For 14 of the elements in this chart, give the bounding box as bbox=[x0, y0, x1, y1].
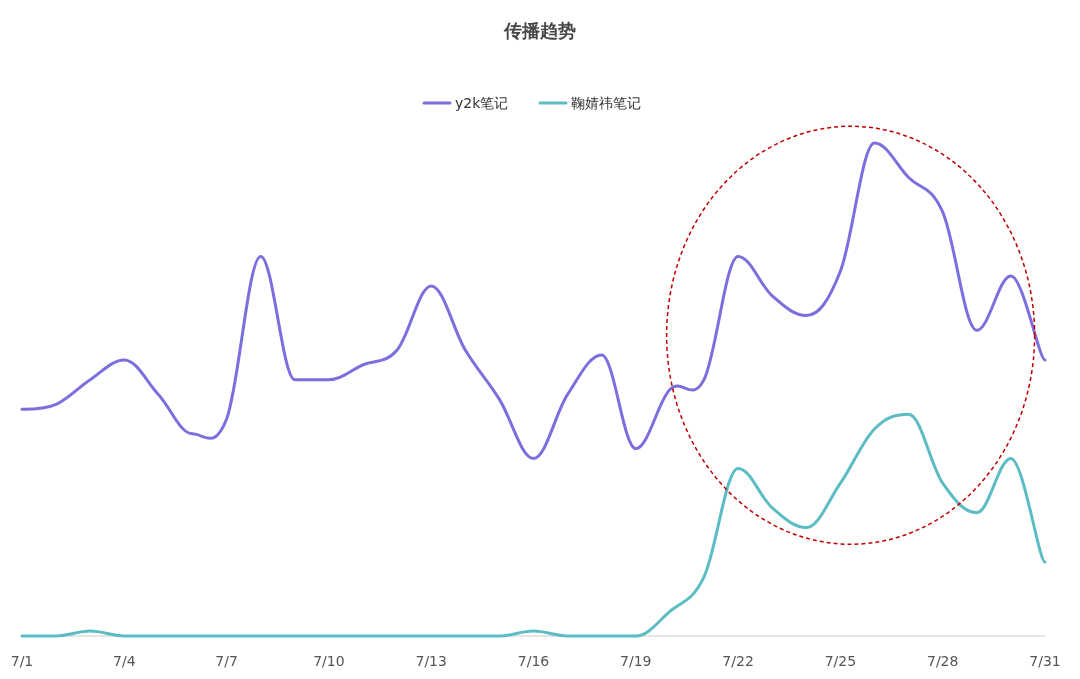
x-tick-label: 7/19 bbox=[620, 653, 652, 669]
x-tick-label: 7/1 bbox=[10, 653, 34, 669]
x-tick-label: 7/16 bbox=[517, 653, 550, 669]
x-tick-label: 7/7 bbox=[215, 653, 238, 669]
legend-label: 鞠婧祎笔记 bbox=[571, 95, 641, 111]
x-tick-label: 7/4 bbox=[113, 653, 136, 669]
legend-label: y2k笔记 bbox=[455, 95, 509, 111]
x-tick-label: 7/22 bbox=[722, 653, 754, 669]
chart-title: 传播趋势 bbox=[503, 20, 576, 41]
x-tick-label: 7/13 bbox=[415, 653, 447, 669]
x-tick-label: 7/28 bbox=[926, 653, 959, 669]
x-tick-label: 7/10 bbox=[313, 653, 345, 669]
x-tick-label: 7/31 bbox=[1029, 653, 1061, 669]
x-tick-label: 7/25 bbox=[824, 653, 857, 669]
